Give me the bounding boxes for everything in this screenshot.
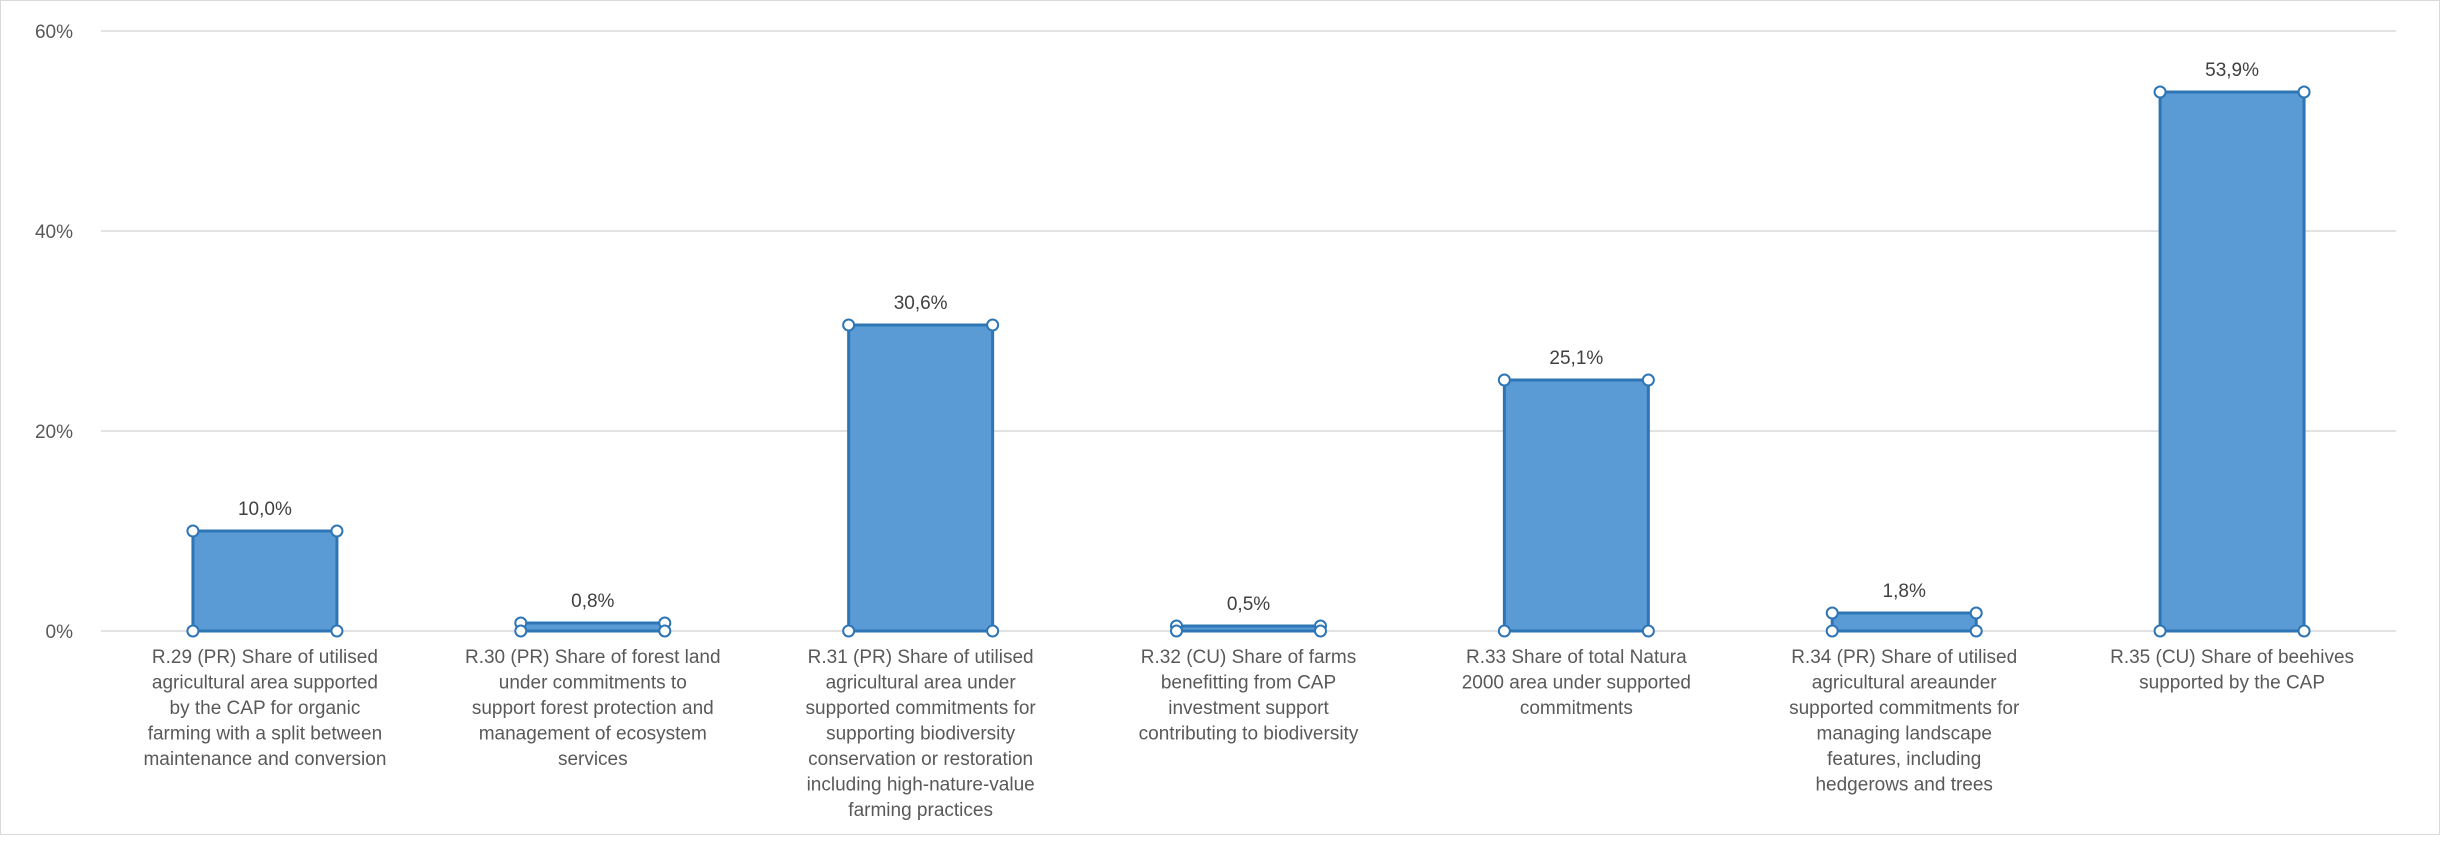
bar[interactable]: [2158, 90, 2306, 633]
category-label-line: commitments: [1520, 698, 1633, 719]
category-label-line: managing landscape: [1817, 724, 1992, 745]
category-label-line: investment support: [1168, 698, 1329, 719]
bar-selection-handle[interactable]: [842, 624, 856, 638]
bar-selection-handle[interactable]: [2153, 85, 2167, 99]
bar-data-label: 53,9%: [2205, 60, 2259, 81]
bar-selection-handle[interactable]: [1825, 606, 1839, 620]
bar-selection-handle[interactable]: [1497, 373, 1511, 387]
bar-data-label: 30,6%: [894, 293, 948, 314]
bar-selection-handle[interactable]: [1641, 373, 1655, 387]
category-label-line: management of ecosystem: [479, 724, 707, 745]
category-label-line: contributing to biodiversity: [1139, 724, 1359, 745]
category-label-line: R.35 (CU) Share of beehives: [2110, 647, 2354, 668]
category-label-line: farming with a split between: [148, 724, 382, 745]
x-category-label: R.31 (PR) Share of utilised agricultural …: [806, 647, 1037, 821]
y-tick-label: 20%: [35, 422, 73, 443]
bar-selection-handle[interactable]: [514, 624, 528, 638]
category-label-line: maintenance and conversion: [143, 749, 386, 770]
category-label-line: supported by the CAP: [2139, 673, 2325, 694]
x-category-label: R.33 Share of total Natura 2000 area unde…: [1462, 647, 1691, 719]
category-label-line: supported commitments for: [806, 698, 1037, 719]
bar[interactable]: [847, 323, 995, 633]
bar-selection-handle[interactable]: [986, 624, 1000, 638]
bar-selection-handle[interactable]: [658, 624, 672, 638]
category-label-line: R.29 (PR) Share of utilised: [152, 647, 378, 668]
y-tick-label: 60%: [35, 22, 73, 43]
bar-selection-handle[interactable]: [1497, 624, 1511, 638]
category-label-line: supported commitments for: [1789, 698, 2020, 719]
bar-data-label: 0,8%: [571, 591, 614, 612]
bar-selection-handle[interactable]: [2297, 85, 2311, 99]
x-category-label: R.35 (CU) Share of beehives supported by …: [2110, 647, 2354, 694]
y-tick-label: 40%: [35, 222, 73, 243]
category-labels: R.29 (PR) Share of utilised agricultural …: [143, 647, 2354, 821]
category-label-line: including high-nature-value: [807, 775, 1035, 796]
bar-selection-handle[interactable]: [2153, 624, 2167, 638]
bar-data-label: 25,1%: [1549, 348, 1603, 369]
bar-selection-handle[interactable]: [1314, 624, 1327, 638]
bar-data-label: 0,5%: [1227, 594, 1270, 615]
bar[interactable]: [519, 621, 667, 633]
bar-selection-handle[interactable]: [842, 318, 856, 332]
category-label-line: supporting biodiversity: [826, 724, 1016, 745]
category-label-line: conservation or restoration: [808, 749, 1033, 770]
bar-data-label: 10,0%: [238, 499, 292, 520]
bar-selection-handle[interactable]: [986, 318, 1000, 332]
y-axis-ticks: 0% 20% 40% 60%: [35, 22, 73, 643]
category-label-line: 2000 area under supported: [1462, 673, 1691, 694]
category-label-line: agricultural area supported: [152, 673, 378, 694]
category-label-line: R.30 (PR) Share of forest land: [465, 647, 721, 668]
category-label-line: R.31 (PR) Share of utilised: [808, 647, 1034, 668]
bar-selection-handle[interactable]: [330, 624, 344, 638]
bar-selection-handle[interactable]: [1969, 606, 1983, 620]
y-tick-label: 0%: [46, 622, 74, 643]
bar-selection-handle[interactable]: [1969, 624, 1983, 638]
bar[interactable]: [1502, 378, 1650, 633]
category-label-line: agricultural area under: [826, 673, 1017, 694]
bar[interactable]: [1830, 611, 1978, 633]
bar-data-label: 1,8%: [1883, 581, 1926, 602]
data-labels: 10,0% 0,8% 30,6% 0,5% 25,1% 1,8% 53,9%: [238, 60, 2259, 615]
x-category-label: R.34 (PR) Share of utilised agricultural …: [1789, 647, 2020, 796]
category-label-line: R.34 (PR) Share of utilised: [1791, 647, 2017, 668]
category-label-line: R.32 (CU) Share of farms: [1141, 647, 1356, 668]
bars: [186, 85, 2311, 638]
category-label-line: hedgerows and trees: [1815, 775, 1992, 796]
bar[interactable]: [1175, 624, 1322, 633]
x-category-label: R.29 (PR) Share of utilised agricultural …: [143, 647, 386, 770]
bar-selection-handle[interactable]: [2297, 624, 2311, 638]
category-label-line: farming practices: [848, 800, 993, 821]
category-label-line: features, including: [1827, 749, 1981, 770]
category-label-line: by the CAP for organic: [170, 698, 361, 719]
bar-selection-handle[interactable]: [186, 524, 200, 538]
gridlines: [101, 30, 2396, 632]
bar-selection-handle[interactable]: [1825, 624, 1839, 638]
category-label-line: support forest protection and: [472, 698, 714, 719]
bar-selection-handle[interactable]: [1641, 624, 1655, 638]
category-label-line: R.33 Share of total Natura: [1466, 647, 1687, 668]
x-category-label: R.32 (CU) Share of farms benefitting from…: [1139, 647, 1359, 745]
bar-selection-handle[interactable]: [330, 524, 344, 538]
category-label-line: services: [558, 749, 628, 770]
bar[interactable]: [191, 529, 339, 633]
category-label-line: benefitting from CAP: [1161, 673, 1336, 694]
bar-selection-handle[interactable]: [186, 624, 200, 638]
bar-selection-handle[interactable]: [1170, 624, 1183, 638]
category-label-line: agricultural areaunder: [1812, 673, 1998, 694]
category-label-line: under commitments to: [499, 673, 687, 694]
x-category-label: R.30 (PR) Share of forest land under comm…: [465, 647, 721, 770]
